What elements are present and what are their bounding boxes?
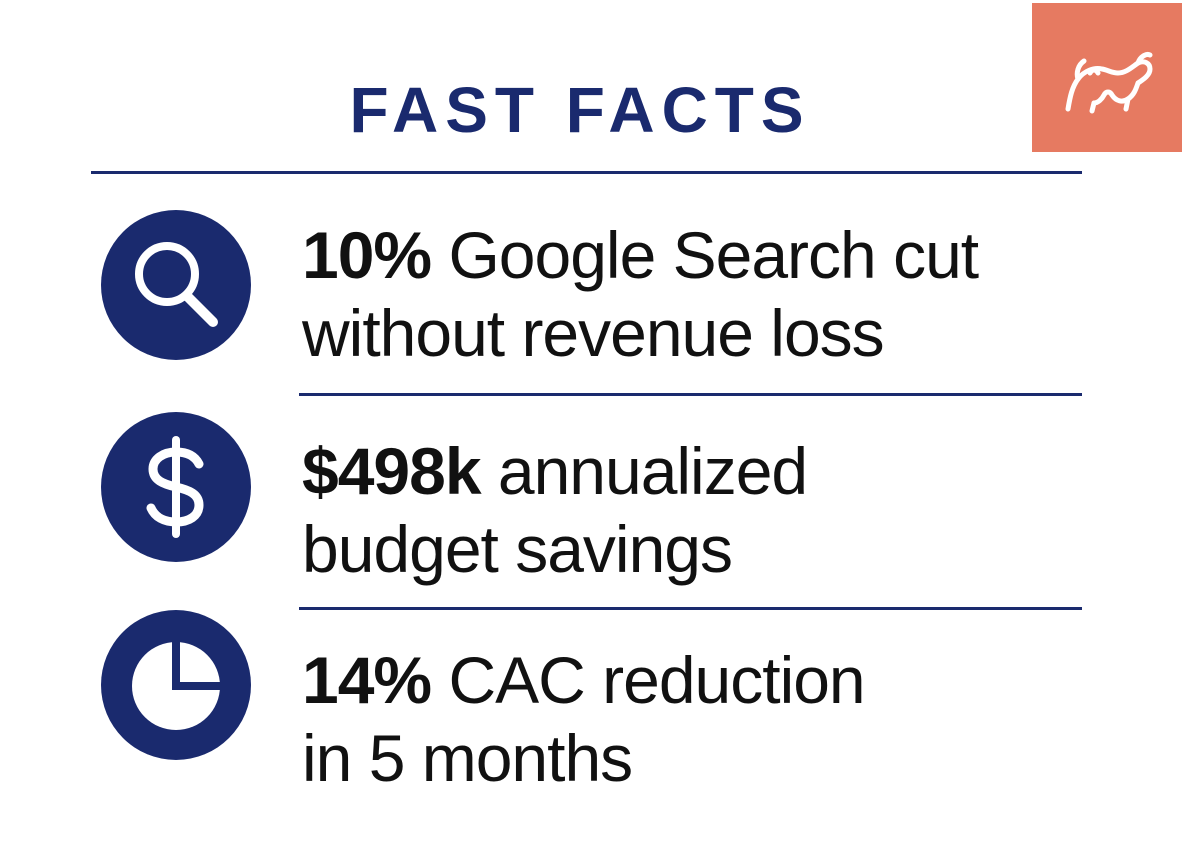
fact-highlight: 10% <box>302 218 432 292</box>
fact-line-2: budget savings <box>302 512 733 586</box>
search-icon <box>101 210 251 360</box>
dollar-icon <box>101 412 251 562</box>
fact-line-1: $498k annualized <box>302 432 1102 510</box>
title-divider <box>91 171 1082 174</box>
fact-text: Google Search cut <box>431 218 979 292</box>
fact-divider <box>299 607 1082 610</box>
page-title: FAST FACTS <box>349 74 811 146</box>
fact-divider <box>299 393 1082 396</box>
fact-line-2: without revenue loss <box>302 296 885 370</box>
fact-cac-reduction: 14% CAC reduction in 5 months <box>302 641 1102 797</box>
fact-line-1: 10% Google Search cut <box>302 216 1102 294</box>
fact-highlight: 14% <box>302 643 432 717</box>
fact-google-search-cut: 10% Google Search cut without revenue lo… <box>302 216 1102 372</box>
fact-text: CAC reduction <box>431 643 865 717</box>
fact-budget-savings: $498k annualized budget savings <box>302 432 1102 588</box>
pie-chart-icon <box>101 610 251 760</box>
fact-line-2: in 5 months <box>302 721 633 795</box>
bull-logo-icon <box>1032 3 1182 152</box>
fact-line-1: 14% CAC reduction <box>302 641 1102 719</box>
fact-highlight: $498k <box>302 434 482 508</box>
fact-text: annualized <box>480 434 808 508</box>
